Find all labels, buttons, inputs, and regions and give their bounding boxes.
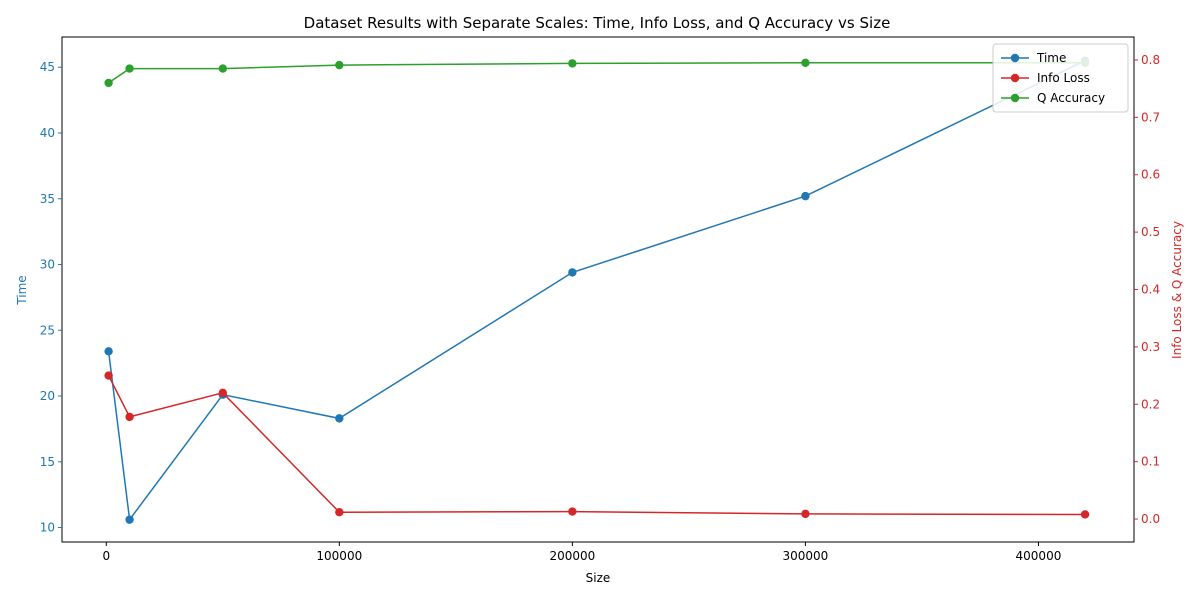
- series-line-time: [107, 60, 1086, 522]
- x-tick-label: 200000: [549, 549, 595, 563]
- y-right-tick-label: 0.2: [1141, 397, 1160, 411]
- data-point-q-accuracy: [568, 59, 577, 68]
- y-left-tick-label: 10: [40, 521, 55, 535]
- legend-marker: [1010, 73, 1020, 83]
- legend-label: Q Accuracy: [1037, 91, 1105, 105]
- data-point-q-accuracy: [125, 64, 134, 73]
- legend-label: Time: [1036, 51, 1066, 65]
- data-point-info-loss: [1080, 510, 1090, 519]
- data-point-info-loss: [568, 507, 577, 516]
- x-tick-label: 400000: [1016, 549, 1062, 563]
- y-right-tick-label: 0.6: [1141, 168, 1160, 182]
- data-point-info-loss: [335, 507, 344, 517]
- x-axis: 0 100000 200000 300000 400000: [102, 542, 1061, 563]
- data-point-q-accuracy: [801, 58, 810, 68]
- data-point-info-loss: [218, 388, 227, 397]
- x-axis-title: Size: [586, 571, 611, 585]
- data-point-time: [568, 268, 577, 277]
- y-left-tick-label: 20: [40, 389, 55, 403]
- data-point-time: [801, 191, 810, 201]
- y-axis-right: 0.0 0.1 0.2 0.3 0.4 0.5 0.6 0.7 0.8: [1134, 53, 1160, 526]
- series-line-q-accuracy: [108, 62, 1086, 84]
- x-tick-label: 300000: [783, 549, 829, 563]
- data-point-info-loss: [104, 371, 113, 380]
- legend: Time Info Loss Q Accuracy: [992, 43, 1129, 113]
- y-right-tick-label: 0.1: [1141, 455, 1160, 469]
- y-right-tick-label: 0.3: [1141, 340, 1160, 354]
- x-tick-label: 0: [102, 549, 110, 563]
- plot-frame: [61, 36, 1135, 543]
- x-tick-label: 100000: [316, 549, 362, 563]
- data-point-time: [125, 515, 134, 524]
- y-axis-left: 10 15 20 25 30 35 40 45: [40, 60, 62, 535]
- y-axis-left-title: Time: [15, 275, 29, 305]
- data-point-info-loss: [125, 412, 134, 422]
- y-left-tick-label: 45: [40, 60, 55, 74]
- y-left-tick-label: 40: [40, 126, 55, 140]
- data-point-time: [335, 414, 344, 423]
- data-point-time: [104, 347, 113, 356]
- series-layer: [104, 56, 1090, 524]
- y-right-tick-label: 0.8: [1141, 53, 1160, 67]
- y-axis-right-title: Info Loss & Q Accuracy: [1170, 221, 1184, 359]
- y-right-tick-label: 0.7: [1141, 110, 1160, 124]
- series-line-info-loss: [107, 375, 1086, 516]
- y-right-tick-label: 0.0: [1141, 512, 1160, 526]
- data-point-q-accuracy: [104, 78, 113, 88]
- data-point-info-loss: [801, 509, 810, 519]
- data-point-q-accuracy: [218, 64, 227, 73]
- legend-label: Info Loss: [1037, 71, 1090, 85]
- y-left-tick-label: 30: [40, 258, 55, 272]
- legend-marker: [1010, 93, 1020, 103]
- chart-title: Dataset Results with Separate Scales: Ti…: [304, 14, 891, 32]
- data-point-q-accuracy: [335, 60, 344, 70]
- y-left-tick-label: 35: [40, 192, 55, 206]
- y-left-tick-label: 25: [40, 323, 55, 337]
- legend-box: [992, 43, 1129, 113]
- legend-marker: [1010, 53, 1020, 63]
- y-right-tick-label: 0.5: [1141, 225, 1160, 239]
- y-right-tick-label: 0.4: [1141, 283, 1160, 297]
- y-left-tick-label: 15: [40, 455, 55, 469]
